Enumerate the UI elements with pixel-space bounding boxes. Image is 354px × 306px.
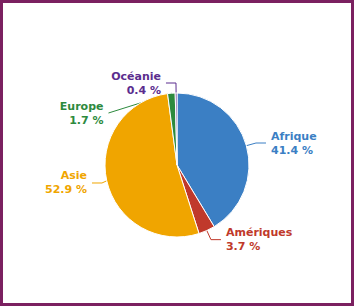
svg-text:Afrique: Afrique <box>271 130 317 143</box>
svg-text:Amériques: Amériques <box>226 226 293 239</box>
svg-text:52.9 %: 52.9 % <box>45 183 87 196</box>
svg-text:Europe: Europe <box>60 100 104 113</box>
svg-text:0.4 %: 0.4 % <box>127 84 161 97</box>
svg-text:41.4 %: 41.4 % <box>271 144 313 157</box>
svg-text:Asie: Asie <box>61 169 87 182</box>
svg-text:Océanie: Océanie <box>111 70 161 83</box>
svg-text:1.7 %: 1.7 % <box>69 114 103 127</box>
svg-text:3.7 %: 3.7 % <box>226 240 260 253</box>
